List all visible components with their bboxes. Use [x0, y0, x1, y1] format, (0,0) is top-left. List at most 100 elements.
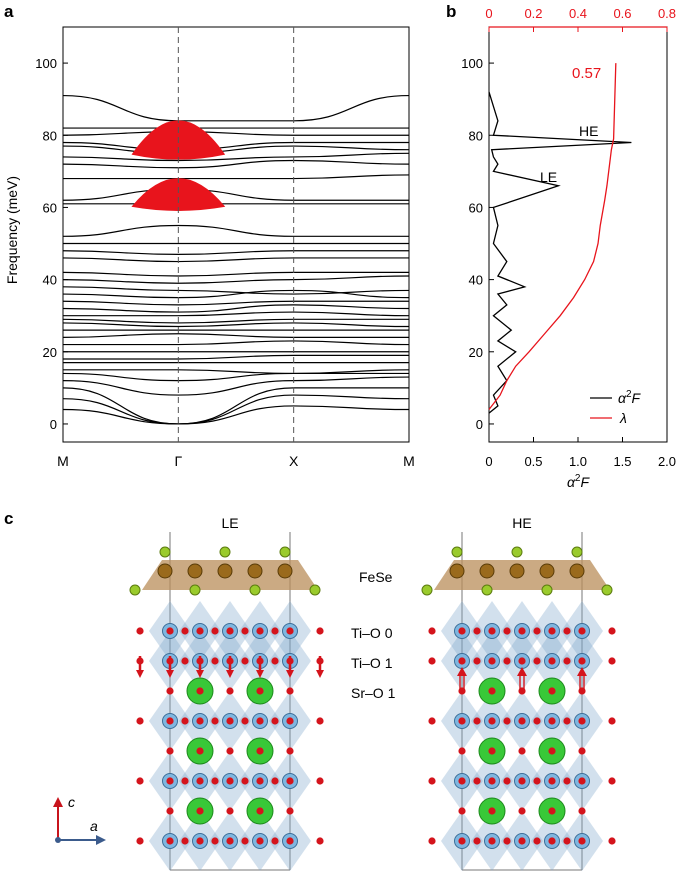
phonon-bands [62, 94, 410, 425]
o-atom [428, 837, 436, 845]
fe-atom [277, 563, 293, 579]
o-atom [166, 717, 174, 725]
a-axis-label: a [90, 818, 98, 834]
o-atom [503, 657, 511, 665]
o-atom [166, 687, 174, 695]
panel-a-y-label: Frequency (meV) [4, 176, 20, 284]
o-atom [226, 747, 234, 755]
y-tick-label: 100 [461, 56, 483, 71]
se-atom [309, 584, 321, 596]
x-tick-label: 1.5 [613, 454, 631, 469]
o-atom [181, 627, 189, 635]
o-atom [578, 837, 586, 845]
legend-a2f-label: α2F [618, 389, 642, 406]
panel-c-crystal-structures: LE HE FeSe Ti–O 0 Ti–O 1 Sr–O 1 c a [53, 515, 616, 871]
o-atom [428, 717, 436, 725]
o-atom [518, 717, 526, 725]
o-atom [518, 657, 526, 665]
o-atom [503, 717, 511, 725]
o-atom [458, 777, 466, 785]
panel-b-eliashberg: 0 20 40 60 80 100 0 0.5 1.0 1.5 2.0 0 0.2 0.4 0.6 0.8… [461, 6, 676, 490]
o-atom [548, 717, 556, 725]
o-atom [316, 837, 324, 845]
y-tick-label: 40 [469, 273, 483, 288]
o-atom [166, 777, 174, 785]
o-atom [241, 777, 249, 785]
se-atom [601, 584, 613, 596]
layer-label-tio1: Ti–O 1 [351, 655, 393, 671]
o-atom [518, 837, 526, 845]
se-atom [279, 546, 291, 558]
o-atom [608, 717, 616, 725]
o-atom [563, 627, 571, 635]
y-tick-label: 20 [469, 345, 483, 360]
o-atom [563, 837, 571, 845]
o-atom [473, 717, 481, 725]
phonon-band [62, 271, 409, 277]
o-atom [533, 627, 541, 635]
o-atom [241, 837, 249, 845]
y-tick-label: 0 [476, 417, 483, 432]
fe-atom [569, 563, 585, 579]
o-atom [473, 837, 481, 845]
o-atom [608, 777, 616, 785]
layer-label-sro1: Sr–O 1 [351, 685, 396, 701]
he-peak-label: HE [579, 123, 598, 139]
phonon-band [62, 152, 410, 162]
layer-label-fese: FeSe [359, 569, 393, 585]
displacement-arrowhead [517, 667, 527, 676]
se-atom [219, 546, 231, 558]
o-atom [196, 687, 204, 695]
o-atom [286, 777, 294, 785]
fe-atom [217, 563, 233, 579]
phonon-band [62, 333, 409, 338]
phonon-band [62, 159, 410, 169]
phonon-band [62, 141, 409, 151]
o-atom [503, 837, 511, 845]
o-atom [181, 657, 189, 665]
o-atom [518, 807, 526, 815]
o-atom [458, 837, 466, 845]
fe-atom [479, 563, 495, 579]
phonon-band [63, 174, 410, 180]
o-atom [166, 807, 174, 815]
displacement-arrowhead [457, 667, 467, 676]
y-tick-label: 100 [35, 56, 57, 71]
phonon-band [62, 188, 409, 201]
o-atom [548, 777, 556, 785]
top-x-tick-label: 0.8 [658, 6, 676, 21]
o-atom [578, 657, 586, 665]
o-atom [548, 807, 556, 815]
fe-atom [539, 563, 555, 579]
o-atom [488, 777, 496, 785]
y-tick-label: 80 [469, 128, 483, 143]
o-atom [488, 807, 496, 815]
o-atom [256, 717, 264, 725]
se-atom [481, 584, 493, 596]
o-atom [136, 837, 144, 845]
o-atom [563, 777, 571, 785]
fe-atom [157, 563, 173, 579]
o-atom [608, 657, 616, 665]
panel-a-frame [62, 26, 410, 443]
phonon-band [63, 311, 410, 317]
a-axis-arrowhead [96, 835, 106, 845]
panel-b-frame [488, 26, 668, 443]
o-atom [458, 717, 466, 725]
o-atom [256, 807, 264, 815]
o-atom [211, 837, 219, 845]
o-atom [548, 687, 556, 695]
o-atom [256, 777, 264, 785]
o-atom [271, 837, 279, 845]
phonon-band [62, 372, 409, 382]
phonon-band [62, 275, 410, 284]
fe-atom [187, 563, 203, 579]
o-atom [503, 627, 511, 635]
o-atom [166, 627, 174, 635]
se-atom [571, 546, 583, 558]
structure-le [129, 532, 324, 871]
structure-le-title: LE [221, 515, 238, 531]
panel-b-bottom-ticks: 0 0.5 1.0 1.5 2.0 [485, 437, 676, 469]
o-atom [226, 717, 234, 725]
